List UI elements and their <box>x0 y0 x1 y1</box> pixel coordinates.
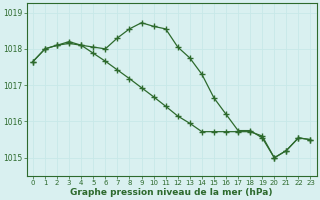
X-axis label: Graphe pression niveau de la mer (hPa): Graphe pression niveau de la mer (hPa) <box>70 188 273 197</box>
